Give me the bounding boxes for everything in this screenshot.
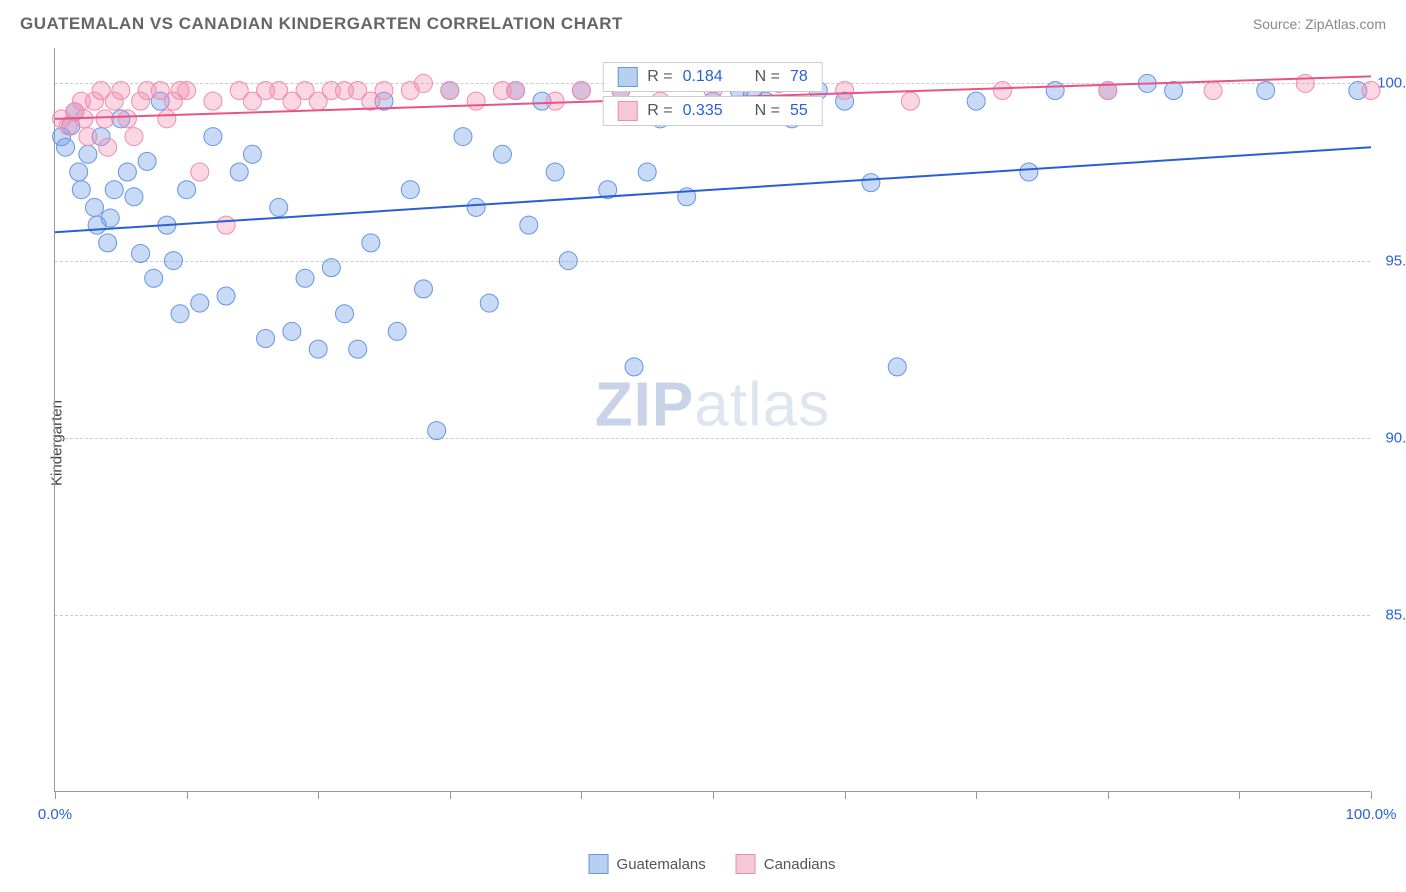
legend-item-2: Canadians bbox=[736, 854, 836, 874]
plot-area: 85.0%90.0%95.0%100.0% 0.0%100.0% ZIPatla… bbox=[54, 48, 1370, 792]
n-label: N = bbox=[755, 102, 780, 120]
source-label: Source: ZipAtlas.com bbox=[1253, 16, 1386, 32]
r-label: R = bbox=[647, 102, 672, 120]
chart-container: Kindergarten 85.0%90.0%95.0%100.0% 0.0%1… bbox=[54, 48, 1370, 838]
series-1-swatch bbox=[617, 67, 637, 87]
legend-item-1: Guatemalans bbox=[589, 854, 706, 874]
scatter-plot-svg bbox=[55, 48, 1370, 791]
legend-stats-row-1: R = 0.184 N = 78 bbox=[602, 62, 823, 92]
series-1-swatch-icon bbox=[589, 854, 609, 874]
legend-stats-row-2: R = 0.335 N = 55 bbox=[602, 96, 823, 126]
series-2-swatch bbox=[617, 101, 637, 121]
chart-title: GUATEMALAN VS CANADIAN KINDERGARTEN CORR… bbox=[20, 14, 623, 34]
r-value-1: 0.184 bbox=[683, 68, 723, 86]
legend-stats: R = 0.184 N = 78 R = 0.335 N = 55 bbox=[602, 62, 823, 126]
series-1-name: Guatemalans bbox=[617, 856, 706, 873]
r-value-2: 0.335 bbox=[683, 102, 723, 120]
legend-series: Guatemalans Canadians bbox=[589, 854, 836, 874]
n-value-2: 55 bbox=[790, 102, 808, 120]
n-label: N = bbox=[755, 68, 780, 86]
chart-header: GUATEMALAN VS CANADIAN KINDERGARTEN CORR… bbox=[0, 0, 1406, 44]
n-value-1: 78 bbox=[790, 68, 808, 86]
r-label: R = bbox=[647, 68, 672, 86]
series-2-swatch-icon bbox=[736, 854, 756, 874]
series-2-name: Canadians bbox=[764, 856, 836, 873]
